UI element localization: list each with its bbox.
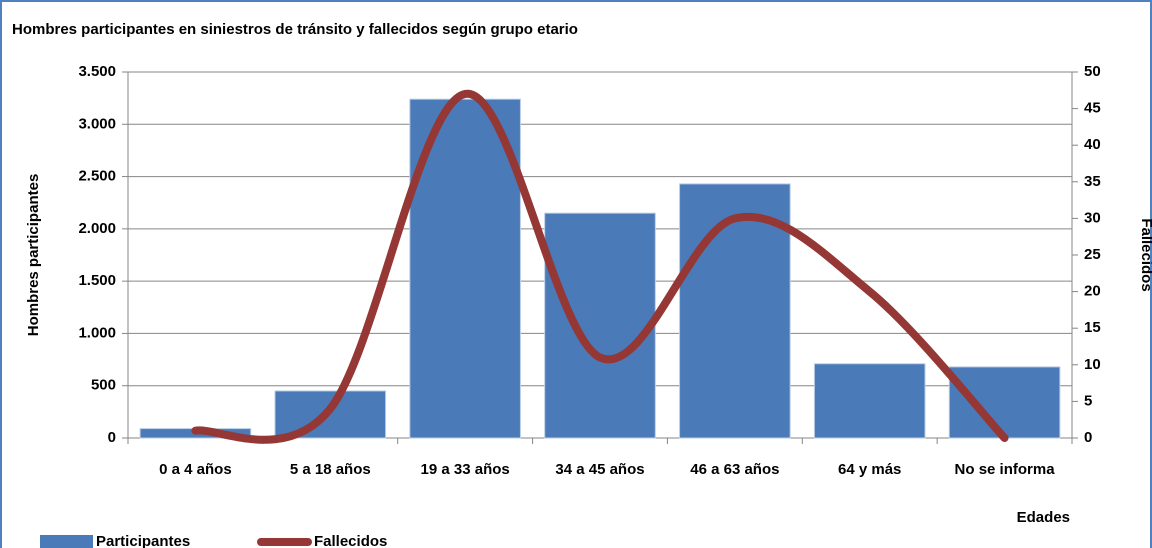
bar bbox=[544, 212, 656, 439]
x-tick-label: 19 a 33 años bbox=[421, 461, 510, 478]
y-tick-label: 2.500 bbox=[78, 168, 116, 185]
y-tick-label: 3.500 bbox=[78, 63, 116, 80]
y-tick-label: 500 bbox=[91, 377, 116, 394]
y2-tick-label: 0 bbox=[1084, 429, 1092, 446]
bar bbox=[274, 390, 387, 439]
y-tick-label: 1.000 bbox=[78, 324, 116, 341]
legend-label: Participantes bbox=[96, 533, 190, 548]
y-tick-label: 2.000 bbox=[78, 220, 116, 237]
y2-tick-label: 35 bbox=[1084, 173, 1101, 190]
y-tick-label: 0 bbox=[108, 429, 116, 446]
x-tick-label: 5 a 18 años bbox=[290, 461, 371, 478]
x-tick-label: No se informa bbox=[955, 461, 1056, 478]
x-axis-title: Edades bbox=[1017, 509, 1070, 526]
bar bbox=[948, 366, 1061, 439]
y2-tick-label: 30 bbox=[1084, 209, 1101, 226]
y2-tick-label: 45 bbox=[1084, 100, 1101, 117]
y-tick-label: 3.000 bbox=[78, 115, 116, 132]
x-tick-label: 34 a 45 años bbox=[555, 461, 644, 478]
y2-tick-label: 40 bbox=[1084, 136, 1101, 153]
y2-tick-label: 5 bbox=[1084, 392, 1092, 409]
y2-tick-label: 50 bbox=[1084, 63, 1101, 80]
line bbox=[191, 89, 1009, 444]
y-axis-title: Hombres participantes bbox=[25, 174, 42, 337]
x-tick-label: 0 a 4 años bbox=[159, 461, 232, 478]
x-tick-label: 64 y más bbox=[838, 461, 901, 478]
bar bbox=[679, 183, 791, 439]
y2-tick-label: 20 bbox=[1084, 283, 1101, 300]
x-tick-label: 46 a 63 años bbox=[690, 461, 779, 478]
y2-tick-label: 15 bbox=[1084, 319, 1101, 336]
y-tick-label: 1.500 bbox=[78, 272, 116, 289]
legend-label: Fallecidos bbox=[314, 533, 387, 548]
chart-title: Hombres participantes en siniestros de t… bbox=[12, 21, 578, 38]
y2-tick-label: 25 bbox=[1084, 246, 1101, 263]
y2-axis-title: Fallecidos bbox=[1138, 218, 1152, 291]
y2-tick-label: 10 bbox=[1084, 356, 1101, 373]
bar bbox=[813, 363, 926, 439]
legend-swatch bbox=[40, 535, 93, 548]
